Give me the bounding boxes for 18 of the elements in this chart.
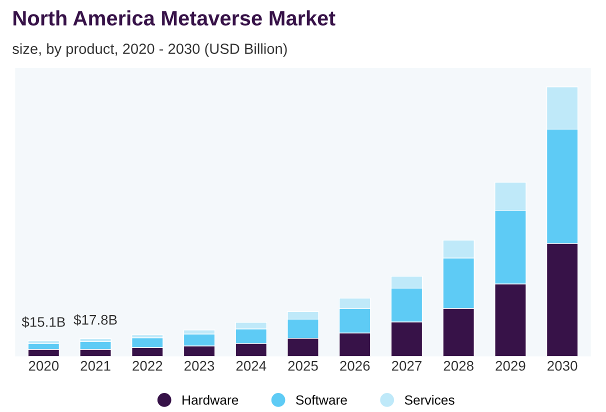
- legend-label: Software: [296, 395, 347, 405]
- x-tick-label: 2025: [288, 360, 318, 371]
- x-tick-label: 2024: [236, 360, 266, 371]
- annotation: $17.8B: [74, 314, 117, 326]
- x-tick-label: 2026: [340, 360, 370, 371]
- legend-label: Services: [404, 395, 454, 405]
- x-tick-label: 2030: [548, 360, 578, 371]
- annotation: $15.1B: [22, 316, 65, 328]
- x-tick-label: 2022: [132, 360, 162, 371]
- x-tick-label: 2029: [496, 360, 526, 371]
- x-tick-label: 2021: [80, 360, 110, 371]
- x-tick-label: 2023: [184, 360, 214, 371]
- chart-subtitle: size, by product, 2020 - 2030 (USD Billion): [12, 43, 287, 57]
- x-tick-label: 2027: [392, 360, 422, 371]
- legend-label: Hardware: [182, 395, 238, 405]
- chart-title: North America Metaverse Market: [14, 10, 336, 26]
- x-tick-label: 2020: [28, 360, 59, 371]
- x-tick-label: 2028: [444, 360, 474, 371]
